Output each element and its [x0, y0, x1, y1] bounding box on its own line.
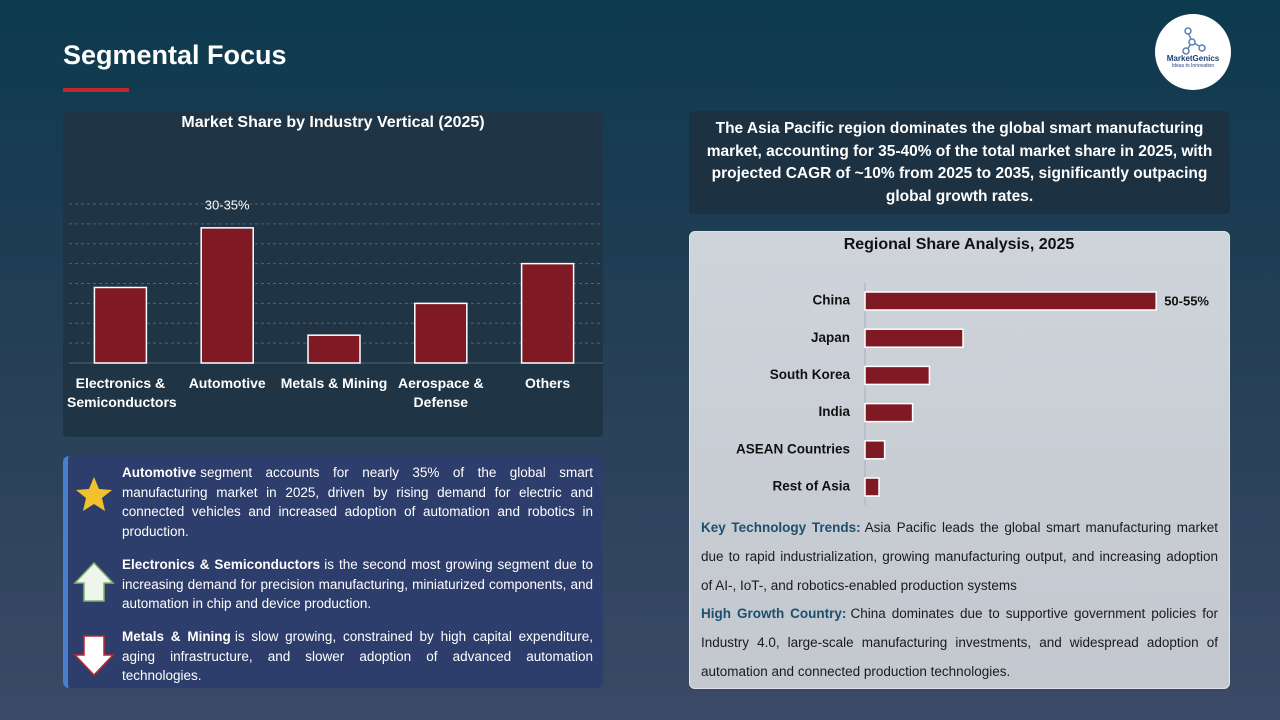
note-text: Key Technology Trends: Asia Pacific leads…	[701, 513, 1218, 600]
bar	[864, 440, 886, 460]
slide-title: Segmental Focus	[63, 40, 287, 70]
insight-lead: Automotive	[122, 465, 197, 480]
logo	[1155, 14, 1231, 90]
insight-lead: Metals & Mining	[122, 629, 231, 644]
insight-body: segment accounts for nearly 35% of the g…	[122, 465, 593, 539]
data-label: 30-35%	[205, 197, 250, 212]
y-tick-label: ASEAN Countries	[736, 441, 850, 456]
chart-panel	[63, 111, 603, 437]
x-tick-label: Electronics & Semiconductors	[67, 375, 177, 410]
x-tick-label: Aerospace & Defense	[397, 375, 484, 410]
bar	[520, 262, 575, 364]
summary-box: The Asia Pacific region dominates the gl…	[689, 111, 1230, 214]
bar	[864, 477, 880, 497]
insight-panel	[63, 456, 603, 688]
icons	[73, 477, 115, 677]
insight-text: Automotive segment accounts for nearly 35…	[122, 463, 593, 541]
logo-tagline: Ideas to Innovation	[1171, 63, 1215, 69]
chart-title: Market Share by Industry Vertical (2025)	[181, 114, 484, 131]
note-label: Key Technology Trends:	[701, 520, 861, 535]
up-arrow-icon	[73, 561, 115, 602]
x-tick-label: Others	[525, 375, 571, 391]
logo-icon	[1182, 27, 1206, 55]
star-icon	[76, 477, 112, 511]
y-tick-label: South Korea	[770, 367, 851, 382]
note-text: High Growth Country: China dominates due …	[701, 599, 1218, 686]
y-tick-label: Japan	[811, 330, 850, 345]
bar	[414, 302, 468, 364]
insight-text: Electronics & Semiconductors is the secon…	[122, 555, 593, 614]
bar	[200, 227, 254, 364]
bar	[864, 328, 964, 348]
y-tick-label: India	[818, 404, 850, 419]
y-tick-label: Rest of Asia	[772, 479, 850, 494]
y-tick-label: China	[812, 293, 850, 308]
bar	[93, 286, 148, 364]
insight-lead: Electronics & Semiconductors	[122, 557, 321, 572]
title-underline	[63, 88, 129, 92]
note-body: Asia Pacific leads the global smart manu…	[701, 520, 1219, 593]
bar	[307, 334, 361, 364]
bar	[864, 291, 1157, 311]
bar	[864, 402, 914, 423]
x-tick-label: Automotive	[188, 375, 266, 391]
logo-name: MarketGenics	[1166, 54, 1220, 63]
insight-body: is the second most growing segment due t…	[122, 557, 593, 611]
note-label: High Growth Country:	[701, 606, 847, 621]
insight-text: Metals & Mining is slow growing, constrai…	[122, 627, 593, 686]
data-label: 50-55%	[1164, 293, 1209, 308]
bar	[864, 365, 931, 386]
note-body: China dominates due to supportive govern…	[701, 606, 1219, 679]
x-tick-label: Metals & Mining	[280, 375, 388, 391]
down-arrow-icon	[73, 635, 115, 677]
chart-title: Regional Share Analysis, 2025	[844, 236, 1075, 253]
insight-body: is slow growing, constrained by high cap…	[122, 629, 593, 683]
